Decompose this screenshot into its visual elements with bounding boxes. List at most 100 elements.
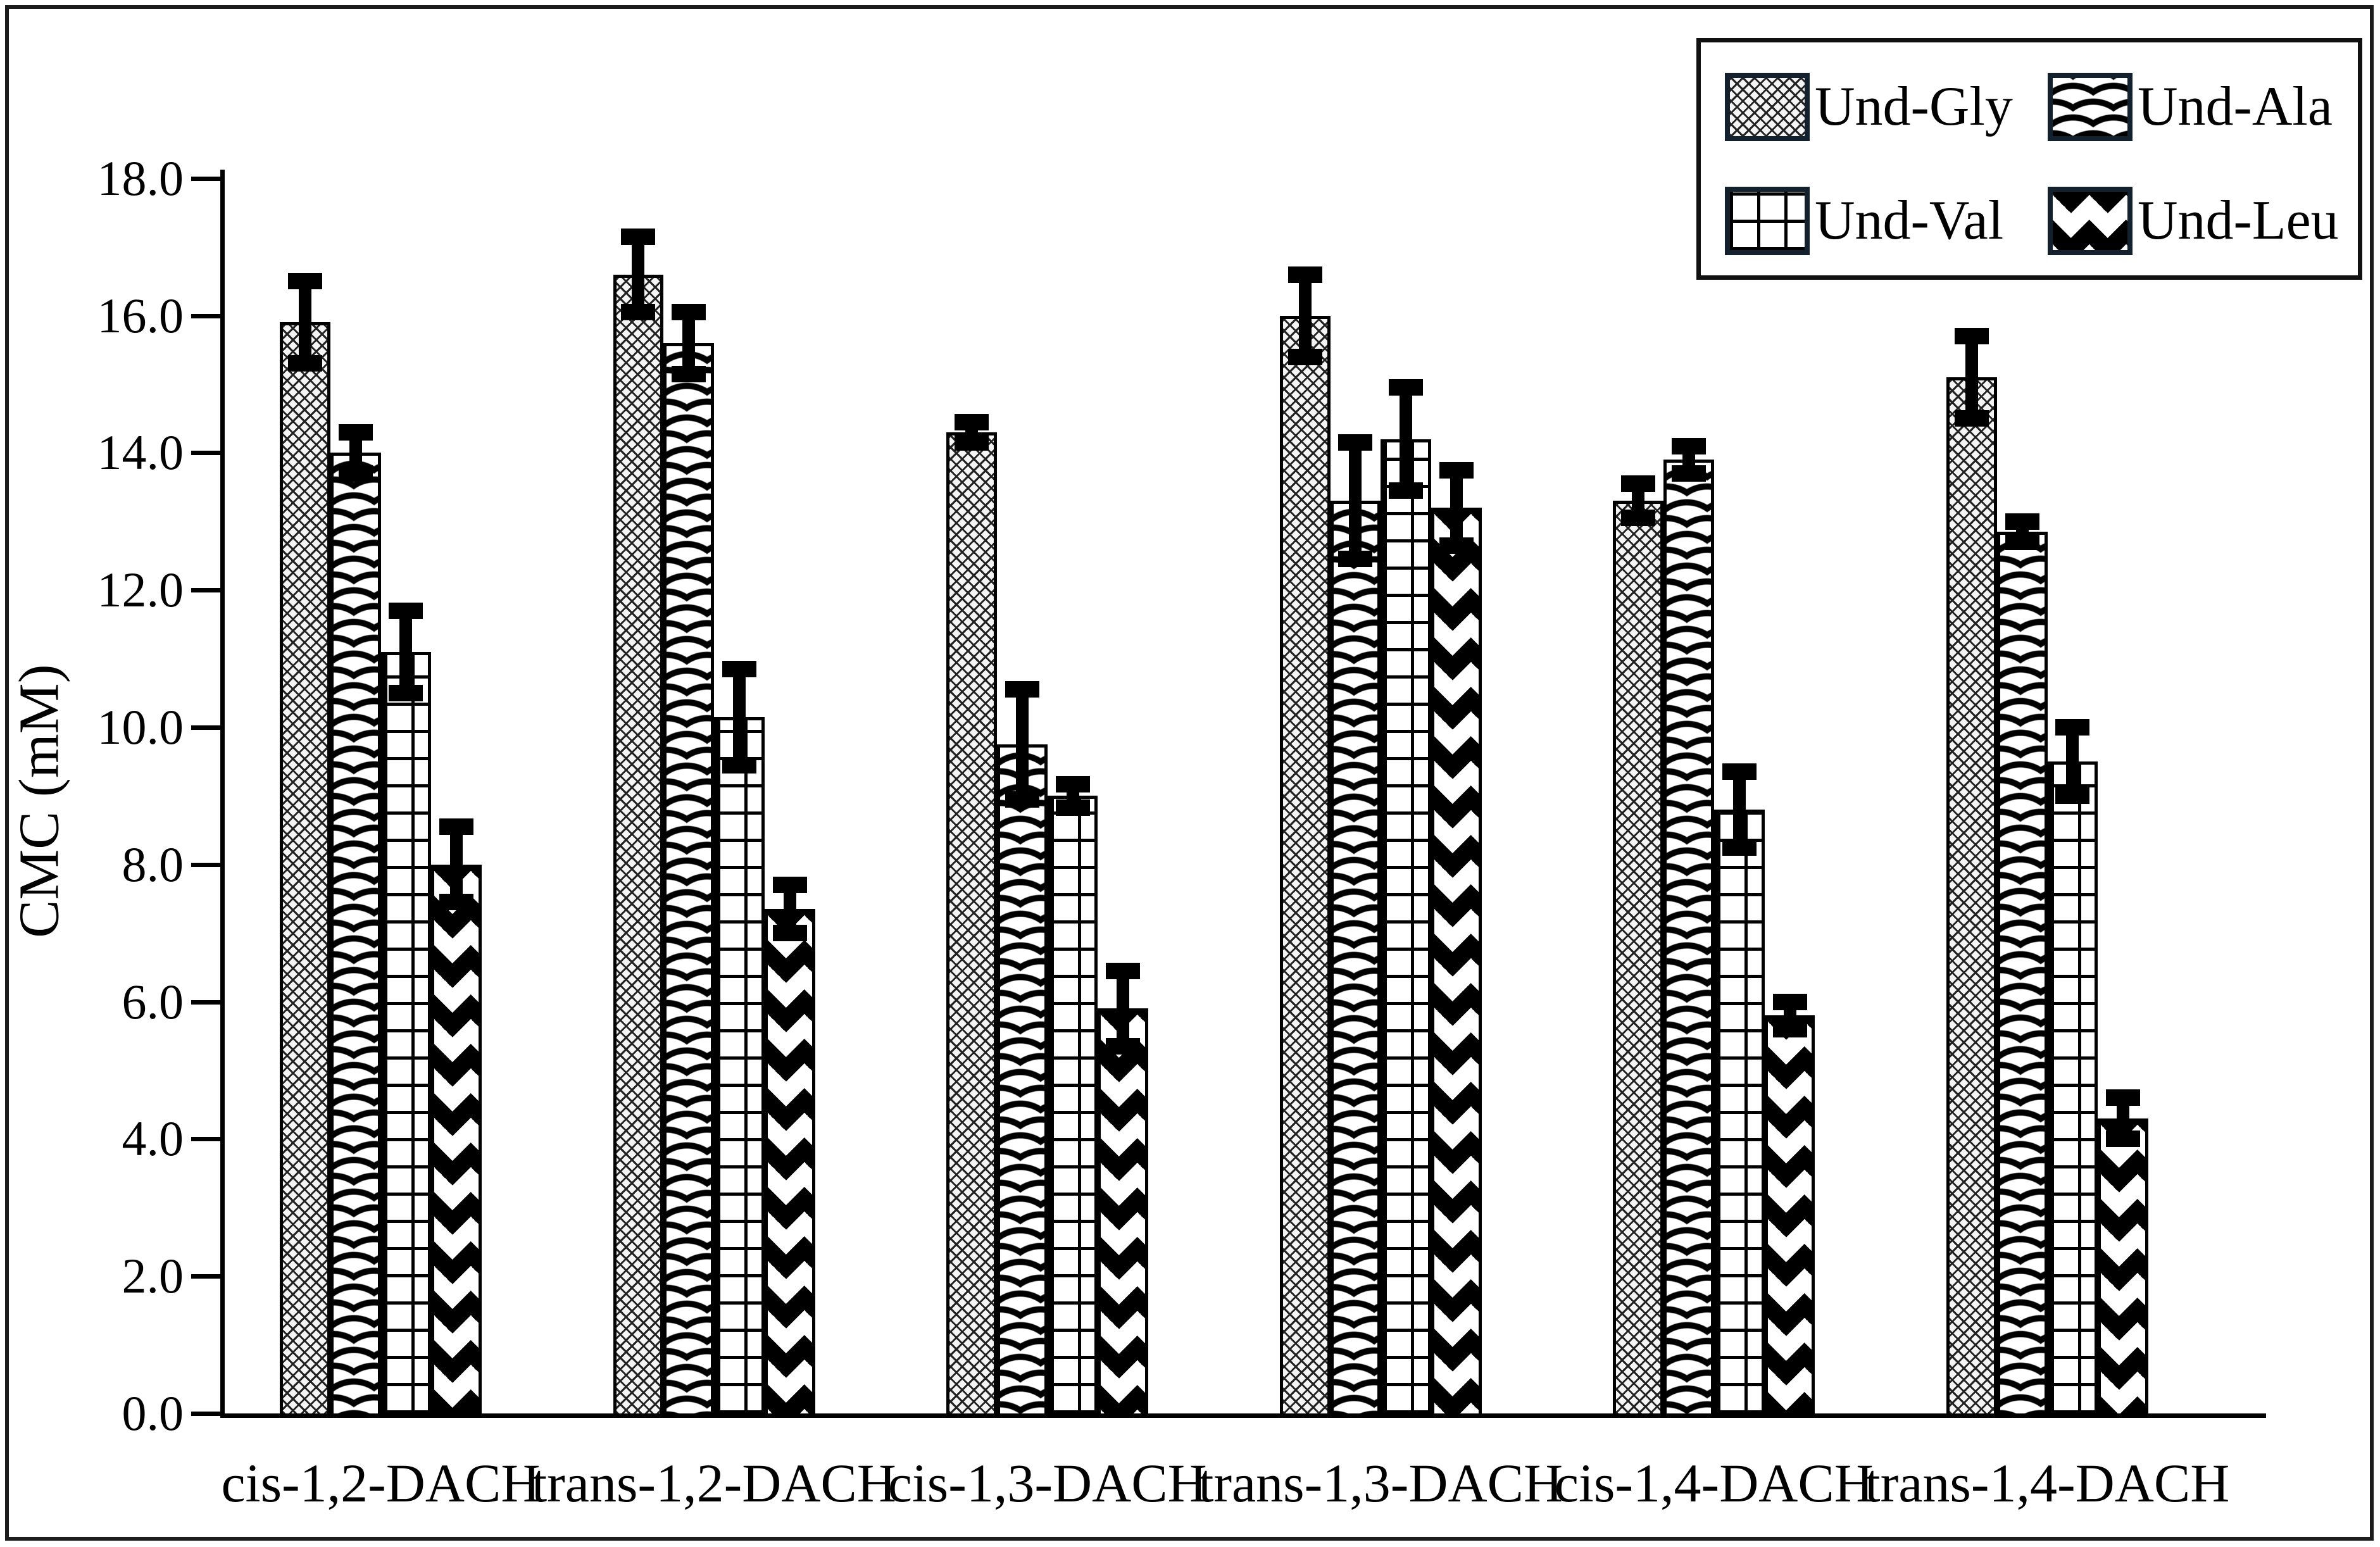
errorbar-und-leu-cis-1-2-dach xyxy=(450,827,463,903)
errorbar-cap-low-und-ala-trans-1-2-dach xyxy=(672,365,706,382)
errorbar-cap-high-und-val-cis-1-4-dach xyxy=(1722,763,1757,780)
errorbar-cap-high-und-val-cis-1-3-dach xyxy=(1055,775,1090,792)
x-axis-line xyxy=(220,1413,2266,1418)
bar-und-gly-trans-1-4-dach xyxy=(1946,377,1997,1417)
errorbar-cap-low-und-val-cis-1-4-dach xyxy=(1722,839,1757,856)
errorbar-cap-low-und-ala-cis-1-4-dach xyxy=(1672,465,1707,482)
legend-item-und-gly: Und-Gly xyxy=(1725,73,2013,141)
errorbar-cap-low-und-gly-cis-1-4-dach xyxy=(1621,510,1656,527)
errorbar-cap-high-und-gly-cis-1-3-dach xyxy=(955,413,989,430)
errorbar-cap-low-und-val-cis-1-3-dach xyxy=(1055,799,1090,816)
errorbar-cap-high-und-gly-trans-1-4-dach xyxy=(1954,328,1989,345)
errorbar-cap-low-und-val-trans-1-4-dach xyxy=(2055,787,2090,805)
y-tick-label-16.0: 16.0 xyxy=(97,287,184,343)
bar-und-gly-cis-1-4-dach xyxy=(1613,501,1664,1417)
legend-box: Und-Gly Und-Ala Und-Val Und-Leu xyxy=(1696,38,2362,280)
y-axis-line xyxy=(220,170,225,1418)
errorbar-cap-low-und-leu-cis-1-4-dach xyxy=(1772,1020,1807,1037)
bar-und-val-trans-1-2-dach xyxy=(714,717,765,1417)
errorbar-cap-low-und-val-cis-1-2-dach xyxy=(389,684,423,701)
y-tick-label-8.0: 8.0 xyxy=(122,836,184,892)
errorbar-und-val-trans-1-4-dach xyxy=(2066,727,2079,796)
errorbar-cap-low-und-ala-cis-1-2-dach xyxy=(338,465,373,482)
errorbar-cap-low-und-leu-cis-1-2-dach xyxy=(439,894,474,911)
y-tick-16.0 xyxy=(191,313,220,318)
errorbar-cap-low-und-gly-trans-1-4-dach xyxy=(1954,410,1989,427)
y-tick-label-14.0: 14.0 xyxy=(97,425,184,480)
errorbar-und-leu-cis-1-3-dach xyxy=(1117,970,1130,1047)
errorbar-cap-low-und-gly-cis-1-3-dach xyxy=(955,434,989,451)
y-tick-4.0 xyxy=(191,1137,220,1142)
bar-und-gly-trans-1-3-dach xyxy=(1279,315,1331,1417)
errorbar-cap-high-und-leu-cis-1-3-dach xyxy=(1106,962,1141,979)
x-category-label-trans-1-2-dach: trans-1,2-DACH xyxy=(532,1453,896,1513)
legend-label-und-leu: Und-Leu xyxy=(2138,190,2339,251)
errorbar-cap-high-und-gly-cis-1-2-dach xyxy=(287,273,322,290)
bar-und-leu-cis-1-3-dach xyxy=(1098,1008,1149,1417)
errorbar-cap-high-und-val-trans-1-4-dach xyxy=(2055,719,2090,736)
errorbar-cap-high-und-ala-trans-1-2-dach xyxy=(672,304,706,321)
errorbar-und-gly-trans-1-4-dach xyxy=(1965,336,1978,419)
errorbar-cap-high-und-leu-trans-1-3-dach xyxy=(1439,461,1474,479)
errorbar-cap-high-und-gly-cis-1-4-dach xyxy=(1621,475,1656,492)
errorbar-cap-high-und-leu-cis-1-2-dach xyxy=(439,818,474,836)
errorbar-und-ala-cis-1-3-dach xyxy=(1015,689,1029,799)
bar-und-ala-trans-1-3-dach xyxy=(1330,501,1381,1417)
y-tick-18.0 xyxy=(191,176,220,181)
y-tick-6.0 xyxy=(191,999,220,1005)
errorbar-cap-high-und-val-trans-1-2-dach xyxy=(722,660,756,677)
bar-und-ala-trans-1-2-dach xyxy=(663,342,715,1417)
y-tick-0.0 xyxy=(191,1412,220,1416)
bar-und-ala-cis-1-3-dach xyxy=(996,744,1048,1417)
errorbar-cap-high-und-leu-trans-1-2-dach xyxy=(772,877,807,894)
errorbar-cap-high-und-val-trans-1-3-dach xyxy=(1389,379,1424,396)
errorbar-und-gly-trans-1-3-dach xyxy=(1298,274,1312,357)
bar-und-gly-trans-1-2-dach xyxy=(613,274,664,1417)
errorbar-und-val-trans-1-3-dach xyxy=(1400,387,1413,491)
errorbar-und-val-cis-1-2-dach xyxy=(399,610,413,693)
legend-label-und-val: Und-Val xyxy=(1815,190,2004,251)
errorbar-cap-high-und-ala-cis-1-2-dach xyxy=(338,423,373,441)
y-tick-label-12.0: 12.0 xyxy=(97,562,184,618)
y-tick-14.0 xyxy=(191,451,220,456)
bar-und-gly-cis-1-2-dach xyxy=(280,322,330,1417)
legend-item-und-ala: Und-Ala xyxy=(2048,73,2333,141)
bar-und-val-trans-1-4-dach xyxy=(2047,761,2098,1417)
y-tick-label-18.0: 18.0 xyxy=(97,150,184,206)
errorbar-und-leu-trans-1-2-dach xyxy=(783,885,796,934)
bar-und-gly-cis-1-3-dach xyxy=(946,432,997,1417)
errorbar-cap-low-und-ala-trans-1-4-dach xyxy=(2005,534,2039,551)
errorbar-cap-low-und-leu-trans-1-2-dach xyxy=(772,925,807,942)
errorbar-und-val-trans-1-2-dach xyxy=(732,668,746,765)
legend-swatch-und-leu-icon xyxy=(2048,187,2133,255)
bar-und-leu-trans-1-4-dach xyxy=(2098,1118,2148,1417)
errorbar-cap-high-und-val-cis-1-2-dach xyxy=(389,602,423,619)
x-category-label-cis-1-3-dach: cis-1,3-DACH xyxy=(887,1453,1207,1513)
x-category-label-trans-1-3-dach: trans-1,3-DACH xyxy=(1198,1453,1563,1513)
errorbar-cap-high-und-gly-trans-1-2-dach xyxy=(621,228,656,245)
errorbar-cap-high-und-leu-trans-1-4-dach xyxy=(2106,1089,2141,1106)
errorbar-und-gly-trans-1-2-dach xyxy=(632,236,645,313)
errorbar-cap-low-und-val-trans-1-3-dach xyxy=(1389,482,1424,499)
errorbar-und-val-cis-1-4-dach xyxy=(1732,772,1746,848)
errorbar-cap-low-und-gly-trans-1-2-dach xyxy=(621,304,656,321)
errorbar-cap-low-und-gly-trans-1-3-dach xyxy=(1287,348,1322,365)
bar-und-ala-cis-1-4-dach xyxy=(1663,460,1714,1417)
bar-und-ala-trans-1-4-dach xyxy=(1996,532,2048,1417)
bar-und-val-cis-1-4-dach xyxy=(1713,810,1765,1417)
errorbar-cap-low-und-gly-cis-1-2-dach xyxy=(287,355,322,372)
bar-und-leu-trans-1-3-dach xyxy=(1431,508,1482,1417)
bar-und-val-cis-1-2-dach xyxy=(380,651,432,1417)
legend-item-und-leu: Und-Leu xyxy=(2048,187,2339,255)
y-tick-label-0.0: 0.0 xyxy=(122,1386,184,1441)
errorbar-cap-low-und-ala-trans-1-3-dach xyxy=(1338,551,1373,568)
bar-und-ala-cis-1-2-dach xyxy=(330,453,381,1417)
errorbar-cap-high-und-leu-cis-1-4-dach xyxy=(1772,993,1807,1010)
errorbar-und-ala-cis-1-2-dach xyxy=(349,432,362,473)
errorbar-cap-low-und-ala-cis-1-3-dach xyxy=(1005,791,1039,808)
legend-item-und-val: Und-Val xyxy=(1725,187,2003,255)
y-tick-label-2.0: 2.0 xyxy=(122,1248,184,1304)
legend-swatch-und-ala-icon xyxy=(2048,73,2133,141)
legend-swatch-und-val-icon xyxy=(1725,187,1810,255)
